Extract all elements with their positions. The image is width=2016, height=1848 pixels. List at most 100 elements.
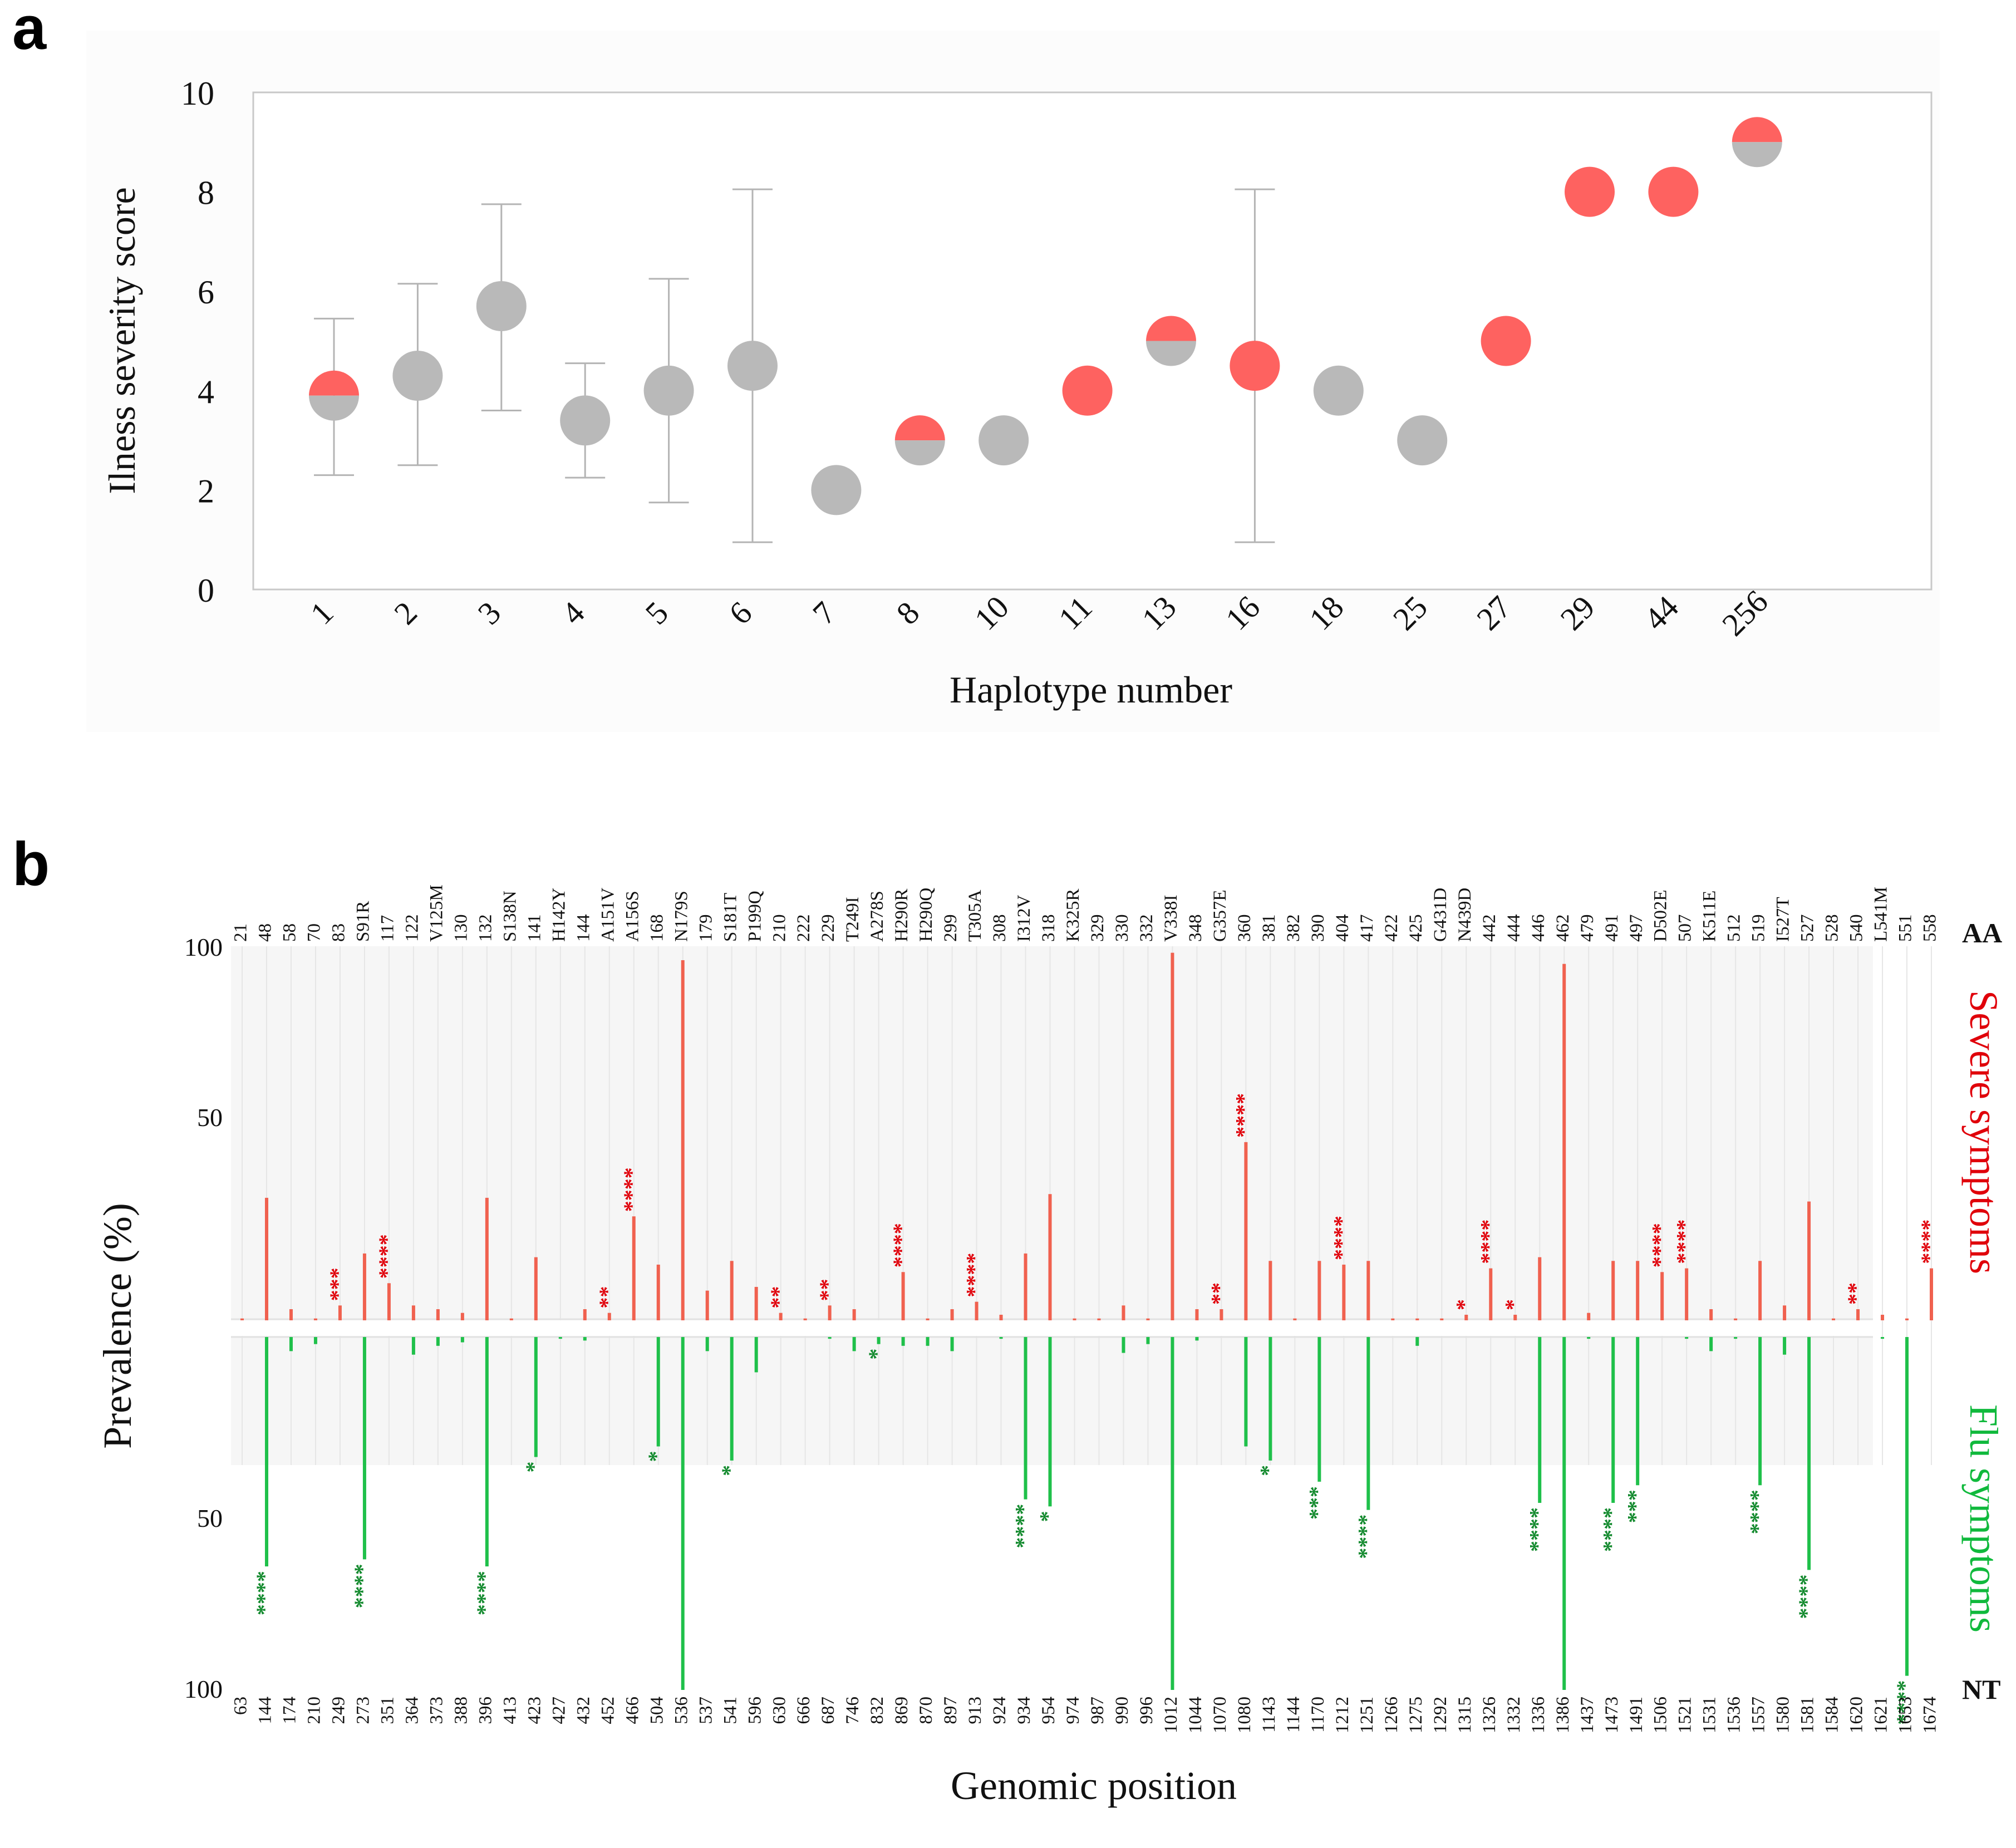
flu-bar bbox=[877, 1337, 881, 1344]
aa-label: I312V bbox=[1014, 895, 1034, 942]
severe-bar bbox=[1220, 1309, 1223, 1320]
severe-bar bbox=[1171, 952, 1174, 1320]
nt-label: 536 bbox=[671, 1697, 691, 1724]
nt-label: 351 bbox=[377, 1697, 397, 1724]
flu-significance: * bbox=[717, 1465, 742, 1476]
flu-bar bbox=[1244, 1337, 1248, 1447]
panel-a-y-axis-label: Ilness severity score bbox=[101, 187, 143, 494]
aa-label: A278S bbox=[867, 891, 887, 942]
flu-bar bbox=[362, 1337, 366, 1560]
flu-bar bbox=[1783, 1337, 1787, 1355]
severe-bar bbox=[926, 1318, 930, 1320]
nt-label: 934 bbox=[1014, 1697, 1034, 1724]
severe-bar bbox=[999, 1314, 1003, 1320]
severe-bar bbox=[681, 960, 685, 1320]
severe-bar bbox=[1513, 1314, 1517, 1320]
flu-significance: **** bbox=[1525, 1507, 1550, 1552]
severe-significance: * bbox=[1451, 1299, 1476, 1310]
severe-bar bbox=[362, 1253, 366, 1320]
aa-label: 446 bbox=[1528, 915, 1548, 942]
nt-label: 1080 bbox=[1235, 1697, 1255, 1733]
aa-label: 299 bbox=[941, 915, 961, 942]
panel-b-aa-labels: 21 48 58 70 83 S91R 117 122 V125M 130 132 S138N 141 H… bbox=[231, 884, 1940, 942]
severe-bar bbox=[1856, 1309, 1860, 1320]
severe-bar bbox=[730, 1261, 734, 1320]
severe-bar bbox=[264, 1197, 268, 1320]
aa-label: 497 bbox=[1626, 915, 1646, 942]
aa-label: 210 bbox=[769, 915, 789, 942]
flu-bar bbox=[460, 1337, 464, 1343]
nt-label: 1251 bbox=[1357, 1697, 1377, 1733]
flu-bar bbox=[313, 1337, 317, 1344]
flu-bar bbox=[1881, 1337, 1885, 1339]
severe-bar bbox=[411, 1305, 415, 1320]
severe-significance: **** bbox=[374, 1234, 399, 1279]
flu-bar bbox=[485, 1337, 489, 1567]
nt-label: 249 bbox=[329, 1697, 349, 1724]
severe-bar bbox=[754, 1286, 758, 1320]
flu-bar bbox=[730, 1337, 734, 1461]
nt-label: 1332 bbox=[1504, 1697, 1524, 1733]
nt-label: 537 bbox=[696, 1697, 716, 1724]
flu-bar bbox=[926, 1337, 930, 1346]
nt-label: 974 bbox=[1063, 1697, 1083, 1724]
aa-label: 422 bbox=[1381, 915, 1402, 942]
flu-bar bbox=[1268, 1337, 1272, 1461]
flu-bar bbox=[1024, 1337, 1027, 1500]
nt-label: 1275 bbox=[1406, 1697, 1426, 1733]
severe-bar bbox=[1611, 1261, 1615, 1320]
panel-a-x-axis-label: Haplotype number bbox=[950, 669, 1232, 711]
severe-bar bbox=[387, 1283, 391, 1320]
aa-label: 144 bbox=[573, 915, 593, 942]
flu-bar bbox=[583, 1337, 587, 1341]
flu-bar bbox=[754, 1337, 758, 1373]
flu-bar bbox=[1195, 1337, 1199, 1341]
panel-b-y-ticks: 100 50 50 100 bbox=[184, 933, 223, 1703]
flu-bar bbox=[1146, 1337, 1150, 1344]
nt-label: 1521 bbox=[1675, 1697, 1695, 1733]
aa-label: 404 bbox=[1332, 915, 1353, 942]
flu-significance: **** bbox=[350, 1564, 375, 1608]
aa-label: H290Q bbox=[916, 888, 936, 942]
flu-significance: **** bbox=[1745, 1490, 1770, 1534]
nt-label: 1070 bbox=[1210, 1697, 1230, 1733]
aa-label: 382 bbox=[1284, 915, 1304, 942]
flu-bar bbox=[534, 1337, 538, 1457]
aa-label: 329 bbox=[1088, 915, 1108, 942]
severe-bar bbox=[338, 1305, 342, 1320]
flu-significance: **** bbox=[1794, 1574, 1819, 1619]
data-point bbox=[1062, 365, 1113, 416]
severe-bar bbox=[289, 1309, 293, 1320]
severe-bar bbox=[975, 1301, 979, 1320]
nt-label: 897 bbox=[941, 1697, 961, 1724]
nt-label: 913 bbox=[965, 1697, 985, 1724]
nt-label: 1012 bbox=[1161, 1697, 1181, 1733]
aa-label: S138N bbox=[500, 891, 520, 942]
aa-label: 558 bbox=[1920, 915, 1940, 942]
nt-tag: NT bbox=[1962, 1674, 2000, 1705]
severe-bar bbox=[1048, 1194, 1052, 1320]
data-point bbox=[392, 351, 443, 401]
severe-significance: ** bbox=[594, 1286, 619, 1309]
nt-label: 63 bbox=[231, 1697, 251, 1715]
y-tick-label: 4 bbox=[198, 373, 214, 410]
severe-bar bbox=[1097, 1318, 1101, 1320]
flu-significance: *** bbox=[1305, 1486, 1330, 1520]
aa-label: 168 bbox=[647, 915, 667, 942]
aa-label: 179 bbox=[696, 915, 716, 942]
severe-bar bbox=[1734, 1318, 1738, 1320]
severe-bar bbox=[1538, 1257, 1542, 1320]
severe-bar bbox=[705, 1290, 709, 1320]
severe-bar bbox=[1366, 1261, 1370, 1320]
aa-label: G431D bbox=[1430, 888, 1450, 942]
aa-label: S181T bbox=[720, 893, 740, 942]
nt-label: 746 bbox=[843, 1697, 863, 1724]
severe-significance: *** bbox=[325, 1267, 350, 1301]
flu-bar bbox=[1734, 1337, 1738, 1339]
flu-significance: **** bbox=[252, 1571, 277, 1615]
flu-significance: * bbox=[1256, 1465, 1281, 1476]
nt-label: 870 bbox=[916, 1697, 936, 1724]
aa-label: N179S bbox=[671, 891, 691, 942]
flu-bar bbox=[1587, 1337, 1591, 1339]
